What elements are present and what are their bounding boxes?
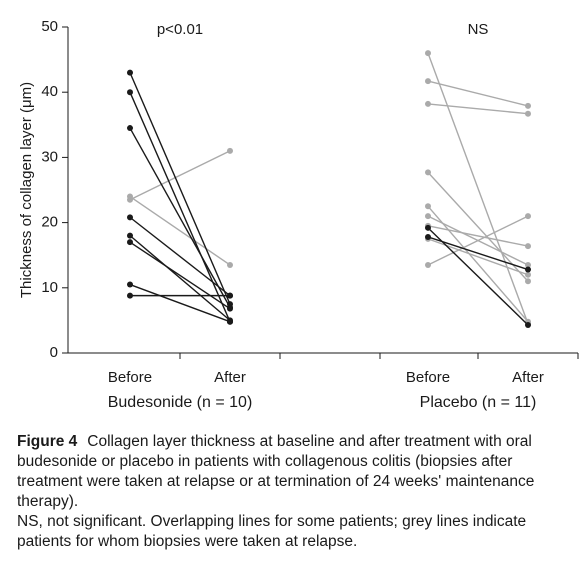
caption: Figure 4 Collagen layer thickness at base…	[17, 432, 577, 552]
caption-main: Figure 4 Collagen layer thickness at base…	[17, 432, 577, 512]
patient-line	[427, 52, 529, 324]
patient-line	[129, 241, 231, 310]
y-tick-label: 30	[41, 148, 58, 165]
annotation: p<0.01	[157, 21, 203, 38]
point-before	[425, 224, 431, 231]
point-after	[525, 110, 531, 117]
point-after	[227, 292, 233, 299]
chart: Thickness of collagen layer (μm) 0 10 20 30…	[18, 18, 579, 411]
point-before	[127, 232, 133, 239]
patient-line	[129, 150, 231, 201]
point-after	[525, 261, 531, 268]
point-before	[127, 214, 133, 221]
x-tick-label: After	[512, 369, 544, 386]
y-tick-label: 50	[41, 18, 58, 35]
point-after	[525, 213, 531, 220]
point-after	[227, 318, 233, 325]
patient-line	[427, 80, 529, 107]
patient-line	[427, 205, 529, 323]
patient-line	[427, 225, 529, 247]
y-tick-label: 20	[41, 214, 58, 231]
y-tick-label: 0	[50, 344, 58, 361]
point-after	[227, 305, 233, 312]
point-before	[127, 125, 133, 132]
y-axis-label: Thickness of collagen layer (μm)	[18, 82, 35, 298]
point-before	[127, 69, 133, 76]
point-before	[127, 89, 133, 96]
point-after	[525, 271, 531, 278]
point-before	[127, 196, 133, 203]
point-before	[127, 281, 133, 288]
point-before	[127, 292, 133, 299]
patient-line	[129, 72, 231, 305]
point-before	[127, 239, 133, 246]
point-after	[525, 243, 531, 250]
y-tick-label: 40	[41, 83, 58, 100]
patient-line	[427, 171, 529, 282]
point-before	[425, 169, 431, 176]
patient-line	[427, 238, 529, 276]
point-after	[227, 147, 233, 154]
caption-label: Figure 4	[17, 433, 78, 450]
x-tick-label: After	[214, 369, 246, 386]
point-before	[425, 78, 431, 85]
point-after	[227, 261, 233, 268]
x-tick-label: Before	[406, 369, 450, 386]
point-before	[425, 50, 431, 57]
x-tick-label: Before	[108, 369, 152, 386]
point-before	[425, 261, 431, 268]
point-before	[425, 233, 431, 240]
patient-line	[129, 195, 231, 266]
point-after	[525, 102, 531, 109]
y-tick-label: 10	[41, 279, 58, 296]
patient-line	[427, 236, 529, 271]
patient-line	[427, 215, 529, 266]
patient-line	[129, 235, 231, 321]
group-label: Placebo (n = 11)	[420, 394, 537, 411]
point-before	[425, 213, 431, 220]
patient-line	[129, 216, 231, 297]
patient-line	[129, 127, 231, 308]
point-after	[525, 321, 531, 328]
patient-line	[129, 283, 231, 323]
patient-line	[427, 103, 529, 115]
annotation: NS	[468, 21, 489, 38]
point-before	[425, 100, 431, 107]
point-before	[425, 203, 431, 210]
caption-text: Collagen layer thickness at baseline and…	[17, 433, 535, 510]
caption-note: NS, not significant. Overlapping lines f…	[17, 513, 527, 550]
patient-line	[427, 227, 529, 326]
point-after	[525, 266, 531, 273]
group-label: Budesonide (n = 10)	[108, 394, 253, 411]
point-after	[525, 278, 531, 285]
